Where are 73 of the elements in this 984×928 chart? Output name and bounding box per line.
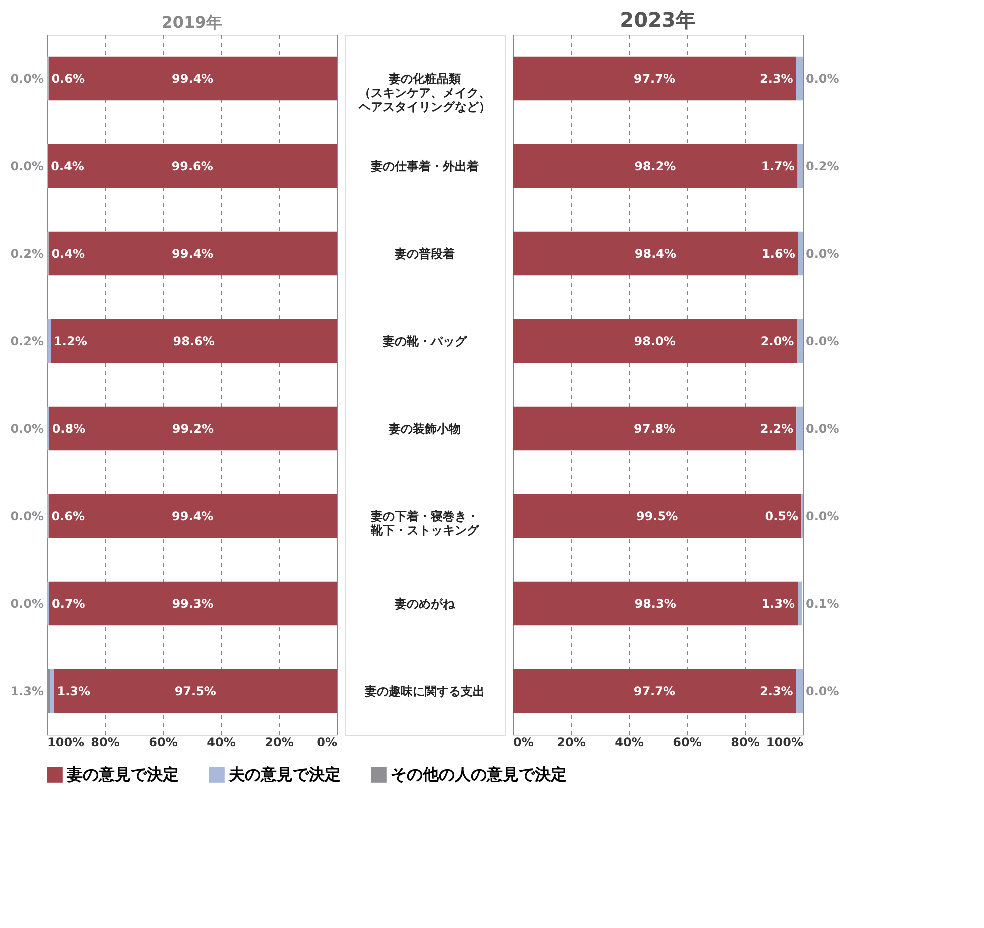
data-label: 0.4% <box>51 159 84 174</box>
data-label: 97.7% <box>634 72 676 86</box>
data-label: 2.2% <box>760 422 794 436</box>
data-label: 0.6% <box>52 72 86 86</box>
data-label: 0.0% <box>10 159 44 174</box>
data-label: 97.8% <box>634 422 676 436</box>
data-label: 1.3% <box>762 596 796 611</box>
legend-label: 夫の意見で決定 <box>228 765 341 784</box>
data-label: 99.3% <box>172 596 214 611</box>
data-label: 1.3% <box>57 684 91 698</box>
y-tick-label: 妻の装飾小物 <box>388 422 461 436</box>
data-label: 0.7% <box>52 596 86 611</box>
data-label: 0.0% <box>806 684 840 698</box>
x-tick-label: 100% <box>766 736 804 750</box>
data-label: 0.0% <box>806 72 840 86</box>
data-label: 0.5% <box>765 509 799 524</box>
y-tick-label: 妻の趣味に関する支出 <box>364 684 485 698</box>
data-label: 1.2% <box>54 334 88 348</box>
data-label: 0.6% <box>52 509 86 524</box>
data-label: 98.0% <box>634 334 676 348</box>
data-label: 99.5% <box>636 509 678 524</box>
y-tick-label: 妻の普段着 <box>394 246 455 261</box>
data-label: 0.0% <box>10 422 44 436</box>
data-label: 2.3% <box>760 684 794 698</box>
x-tick-label: 80% <box>91 736 120 750</box>
data-label: 99.4% <box>172 72 214 86</box>
x-tick-label: 0% <box>317 736 338 750</box>
chart-title: 2019年 <box>162 13 222 32</box>
data-label: 99.6% <box>172 159 214 174</box>
y-tick-label: 妻の下着・寝巻き・靴下・ストッキング <box>370 509 480 538</box>
data-label: 2.3% <box>760 72 794 86</box>
data-label: 98.6% <box>173 334 215 348</box>
x-tick-label: 60% <box>673 736 702 750</box>
x-tick-label: 40% <box>207 736 236 750</box>
data-label: 0.2% <box>806 159 840 174</box>
data-label: 0.0% <box>10 509 44 524</box>
legend-label: 妻の意見で決定 <box>66 765 179 784</box>
data-label: 0.0% <box>806 422 840 436</box>
data-label: 97.7% <box>634 684 676 698</box>
data-label: 0.2% <box>10 246 44 261</box>
y-tick-label: 妻の化粧品類（スキンケア、メイク、ヘアスタイリングなど） <box>358 72 491 114</box>
data-label: 1.7% <box>762 159 795 174</box>
x-tick-label: 60% <box>149 736 178 750</box>
data-label: 99.4% <box>172 509 214 524</box>
data-label: 0.0% <box>806 334 840 348</box>
data-label: 1.6% <box>762 246 796 261</box>
data-label: 98.2% <box>634 159 676 174</box>
x-tick-label: 40% <box>615 736 644 750</box>
x-tick-label: 100% <box>48 736 85 750</box>
x-tick-label: 0% <box>514 736 534 750</box>
x-tick-label: 20% <box>557 736 586 750</box>
data-label: 0.8% <box>52 422 86 436</box>
data-label: 99.4% <box>172 246 214 261</box>
data-label: 0.0% <box>806 246 840 261</box>
data-label: 99.2% <box>172 422 214 436</box>
x-tick-label: 80% <box>731 736 760 750</box>
y-tick-label: 妻の靴・バッグ <box>382 334 468 348</box>
data-label: 98.4% <box>634 246 676 261</box>
data-label: 0.0% <box>806 509 840 524</box>
data-label: 0.2% <box>10 334 44 348</box>
data-label: 0.4% <box>52 246 86 261</box>
data-label: 0.0% <box>10 72 44 86</box>
data-label: 0.0% <box>10 596 44 611</box>
data-label: 97.5% <box>174 684 216 698</box>
data-label: 0.1% <box>806 596 840 611</box>
data-label: 1.3% <box>10 684 44 698</box>
x-tick-label: 20% <box>265 736 294 750</box>
chart-title: 2023年 <box>620 8 696 32</box>
data-label: 98.3% <box>634 596 676 611</box>
data-label: 2.0% <box>760 334 794 348</box>
y-tick-label: 妻のめがね <box>394 596 456 611</box>
legend-label: その他の人の意見で決定 <box>391 765 567 784</box>
y-tick-label: 妻の仕事着・外出着 <box>370 159 479 174</box>
